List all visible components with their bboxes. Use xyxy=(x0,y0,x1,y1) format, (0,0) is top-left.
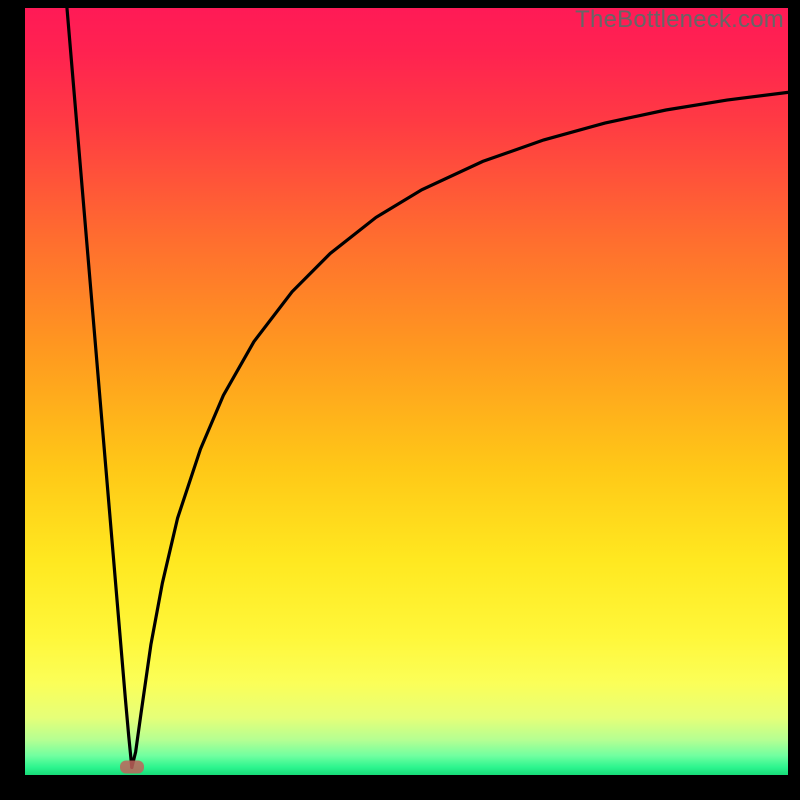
curve-svg xyxy=(25,8,788,775)
curve-right xyxy=(132,92,788,767)
watermark-text: TheBottleneck.com xyxy=(575,6,784,34)
chart-container: TheBottleneck.com xyxy=(0,0,800,800)
plot-area xyxy=(25,8,788,775)
curve-left xyxy=(67,8,132,767)
optimum-marker xyxy=(120,761,144,774)
outer-frame xyxy=(0,0,800,800)
